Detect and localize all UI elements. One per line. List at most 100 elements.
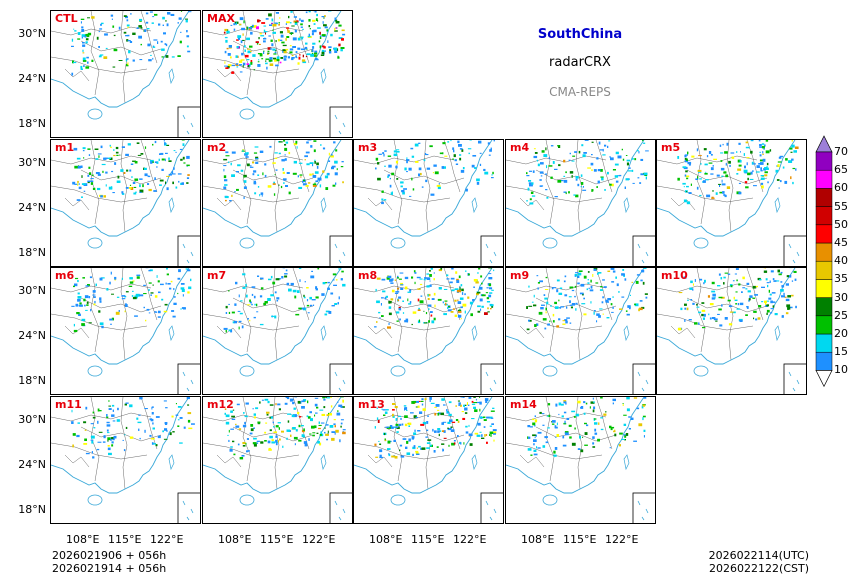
echo-cell bbox=[126, 39, 129, 42]
echo-cell bbox=[77, 280, 79, 283]
echo-cell bbox=[269, 57, 273, 60]
province-border bbox=[383, 169, 465, 185]
echo-cell bbox=[293, 414, 297, 418]
echo-cell bbox=[764, 167, 768, 169]
echo-cell bbox=[583, 275, 587, 279]
echo-cell bbox=[257, 64, 261, 67]
echo-cell bbox=[477, 310, 481, 313]
echo-cell bbox=[139, 20, 142, 22]
echo-cell bbox=[308, 438, 310, 441]
y-tick-label: 30°N bbox=[18, 284, 46, 297]
echo-cell bbox=[381, 201, 384, 205]
echo-cell bbox=[125, 303, 127, 305]
echo-cell bbox=[110, 323, 112, 325]
echo-cell bbox=[406, 440, 409, 444]
echo-cell bbox=[138, 414, 141, 416]
echo-cell bbox=[139, 191, 142, 193]
echo-cell bbox=[312, 163, 314, 167]
echo-cell bbox=[321, 34, 326, 37]
echo-cell bbox=[231, 311, 235, 314]
echo-cell bbox=[150, 292, 154, 294]
echo-cell bbox=[593, 401, 595, 403]
echo-cell bbox=[186, 269, 191, 272]
echo-cell bbox=[492, 171, 494, 175]
echo-cell bbox=[447, 141, 450, 143]
echo-cell bbox=[80, 68, 83, 70]
echo-cell bbox=[406, 157, 408, 160]
echo-cell bbox=[555, 436, 557, 438]
echo-cell bbox=[263, 51, 265, 54]
echo-cell bbox=[421, 403, 424, 406]
echo-cell bbox=[275, 169, 278, 171]
echo-cell bbox=[721, 179, 723, 183]
echo-cell bbox=[332, 184, 336, 187]
echo-cell bbox=[701, 309, 706, 312]
echo-cell bbox=[301, 59, 306, 62]
echo-cell bbox=[71, 421, 74, 424]
echo-cell bbox=[564, 319, 568, 321]
echo-cell bbox=[225, 414, 230, 418]
echo-cell bbox=[684, 174, 687, 177]
echo-cell bbox=[533, 294, 535, 298]
echo-cell bbox=[161, 168, 164, 171]
echo-cell bbox=[143, 306, 145, 309]
echo-cell bbox=[319, 184, 322, 188]
echo-cell bbox=[492, 431, 497, 434]
echo-cell bbox=[437, 412, 440, 416]
province-border bbox=[203, 185, 300, 203]
echo-cell bbox=[340, 166, 344, 168]
echo-cell bbox=[434, 412, 437, 416]
colorbar-bin bbox=[815, 351, 833, 371]
echo-cell bbox=[275, 442, 278, 446]
echo-cell bbox=[244, 415, 248, 418]
coastline bbox=[203, 397, 342, 494]
echo-cell bbox=[619, 174, 622, 177]
echo-cell bbox=[476, 434, 481, 437]
echo-cell bbox=[259, 295, 263, 298]
echo-cell bbox=[690, 299, 693, 301]
echo-cell bbox=[562, 323, 566, 325]
echo-cell bbox=[256, 26, 259, 30]
echo-cell bbox=[283, 178, 287, 181]
echo-cell bbox=[374, 443, 377, 446]
panel-label: m8 bbox=[358, 269, 378, 282]
echo-cell bbox=[493, 433, 496, 435]
echo-cell bbox=[541, 304, 545, 306]
echo-cell bbox=[321, 293, 325, 296]
echo-cell bbox=[735, 303, 737, 305]
echo-cell bbox=[736, 308, 741, 310]
province-border bbox=[80, 40, 162, 56]
echo-cell bbox=[685, 175, 690, 178]
echo-cell bbox=[158, 23, 161, 26]
echo-cell bbox=[426, 421, 429, 424]
echo-cell bbox=[400, 185, 403, 188]
echo-cell bbox=[465, 431, 469, 434]
echo-cell bbox=[752, 297, 756, 299]
echo-cell bbox=[564, 275, 567, 278]
echo-cell bbox=[120, 169, 124, 172]
echo-cell bbox=[529, 202, 534, 205]
echo-cell bbox=[556, 279, 560, 282]
echo-cell bbox=[314, 171, 319, 174]
echo-cell bbox=[129, 169, 132, 172]
echo-cell bbox=[179, 442, 183, 444]
province-border bbox=[140, 140, 158, 193]
echo-cell bbox=[87, 180, 91, 182]
echo-cell bbox=[292, 172, 297, 175]
echo-cell bbox=[272, 162, 276, 164]
echo-cell bbox=[438, 287, 442, 290]
echo-cell bbox=[419, 300, 424, 304]
echo-cell bbox=[644, 174, 648, 176]
echo-cell bbox=[170, 13, 175, 16]
echo-cell bbox=[265, 32, 266, 35]
echo-cell bbox=[114, 162, 117, 165]
echo-cell bbox=[580, 449, 584, 453]
echo-cell bbox=[622, 269, 625, 271]
echo-cell bbox=[612, 169, 616, 171]
echo-cell bbox=[582, 293, 584, 296]
hainan-island bbox=[390, 494, 406, 506]
echo-cell bbox=[92, 294, 96, 296]
footer-init-utc: 2026021906 + 056h bbox=[52, 549, 167, 562]
echo-cell bbox=[291, 414, 295, 418]
echo-cell bbox=[127, 34, 130, 37]
